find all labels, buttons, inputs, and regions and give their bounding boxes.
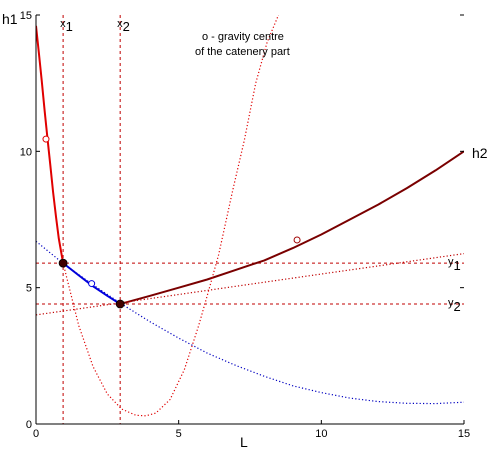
series-3-line [119, 150, 464, 305]
series-5-line [36, 240, 464, 405]
data-point-2 [115, 299, 125, 309]
series-6-line [36, 253, 464, 316]
x-tick-label-4: 15 [458, 428, 470, 440]
horizontal-marker-label-2: y2 [448, 297, 461, 314]
x-tick-label-3: 10 [315, 428, 327, 440]
x-tick-label-2: 5 [176, 428, 182, 440]
horizontal-marker-letter-2: y [448, 297, 454, 309]
horizontal-marker-sub-2: 2 [454, 299, 461, 314]
horizontal-marker-label-1: y1 [448, 256, 461, 273]
vertical-marker-letter-2: x [117, 18, 123, 30]
x-axis-label: L [240, 434, 248, 450]
x-tick-label-1: 0 [33, 428, 39, 440]
series-1-line [36, 25, 65, 264]
data-point-1 [58, 258, 68, 268]
y-tick-label-2: 5 [26, 283, 32, 295]
vertical-marker-sub-2: 2 [123, 19, 130, 34]
annotation-line-1: o - gravity centre [202, 31, 284, 43]
series-4-line [62, 15, 280, 417]
y-axis-right-label: h2 [472, 145, 488, 161]
vertical-marker-label-1: x1 [60, 18, 73, 34]
plot-area [36, 15, 464, 424]
y-tick-label-4: 15 [20, 10, 32, 22]
vertical-marker-sub-1: 1 [66, 19, 73, 34]
vertical-marker-label-2: x2 [117, 18, 130, 34]
y-tick-label-1: 0 [26, 419, 32, 431]
data-point-3 [42, 135, 50, 143]
data-point-4 [88, 280, 96, 288]
horizontal-marker-letter-1: y [448, 256, 454, 268]
vertical-marker-letter-1: x [60, 18, 66, 30]
annotation-line-2: of the catenery part [195, 46, 290, 58]
data-marks [36, 15, 464, 417]
data-point-5 [293, 236, 301, 244]
y-axis-left-label: h1 [2, 11, 18, 27]
horizontal-marker-sub-1: 1 [454, 258, 461, 273]
y-tick-label-3: 10 [20, 146, 32, 158]
